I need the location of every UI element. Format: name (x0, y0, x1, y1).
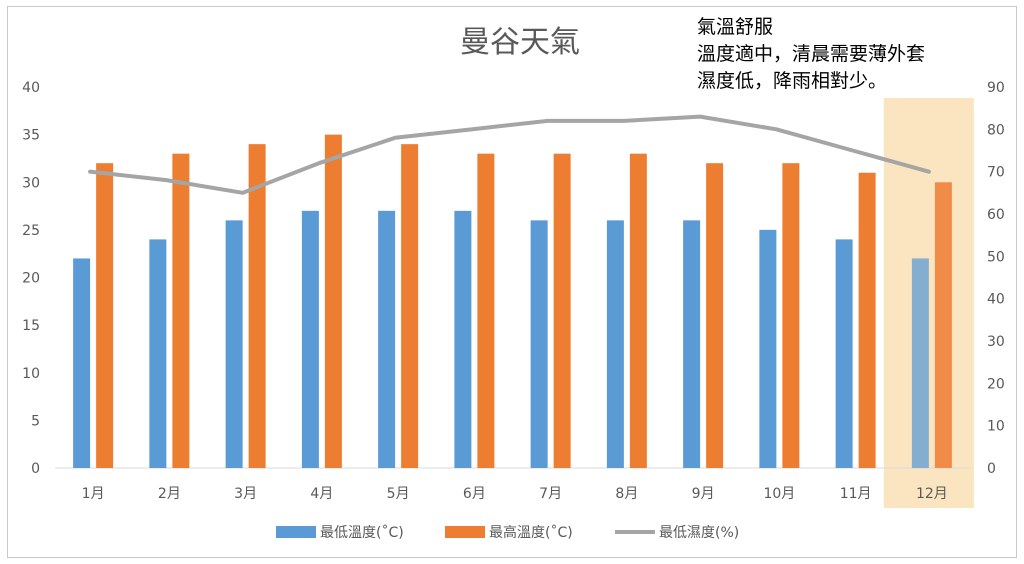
y-left-tick-label: 15 (22, 318, 40, 334)
legend-swatch-max-temp (445, 526, 485, 538)
bar-max-temp-5 (401, 144, 419, 468)
bar-max-temp-6 (477, 153, 495, 469)
y-right-tick-label: 20 (987, 376, 1005, 392)
legend-label-humidity: 最低濕度(%) (659, 525, 739, 541)
bar-min-temp-11 (835, 239, 853, 468)
y-right-tick-label: 10 (987, 419, 1005, 435)
x-tick-label: 5月 (387, 486, 410, 502)
bar-min-temp-10 (759, 229, 777, 468)
bar-max-temp-7 (553, 153, 571, 469)
bar-min-temp-7 (530, 220, 548, 468)
bar-min-temp-3 (225, 220, 243, 468)
bar-max-temp-11 (858, 172, 876, 468)
bar-min-temp-1 (73, 258, 91, 468)
y-right-tick-label: 0 (987, 461, 996, 477)
bar-max-temp-8 (629, 153, 647, 469)
legend-swatch-humidity (615, 530, 655, 534)
bar-min-temp-4 (301, 210, 319, 468)
bar-min-temp-2 (149, 239, 167, 468)
bar-max-temp-9 (706, 163, 724, 468)
x-tick-label: 3月 (234, 486, 257, 502)
bar-max-temp-2 (172, 153, 190, 469)
y-left-tick-label: 10 (22, 366, 40, 382)
y-right-tick-label: 70 (987, 165, 1005, 181)
y-left-tick-label: 25 (22, 223, 40, 239)
y-left-tick-label: 30 (22, 175, 40, 191)
x-tick-label: 11月 (840, 486, 872, 502)
y-axis-right: 0 10 20 30 40 50 60 70 80 90 (987, 80, 1005, 477)
x-tick-label: 9月 (692, 486, 715, 502)
y-axis-left: 0 5 10 15 20 25 30 35 40 (22, 80, 40, 477)
bar-min-temp-5 (378, 210, 396, 468)
y-left-tick-label: 35 (22, 128, 40, 144)
y-right-tick-label: 30 (987, 334, 1005, 350)
bars (73, 134, 952, 469)
bar-max-temp-10 (782, 163, 800, 468)
bar-min-temp-6 (454, 210, 472, 468)
y-right-tick-label: 40 (987, 292, 1005, 308)
bar-min-temp-8 (606, 220, 624, 468)
annotation-line-2: 溫度適中，清晨需要薄外套 (697, 43, 925, 65)
bar-max-temp-4 (324, 134, 342, 468)
x-tick-label: 12月 (916, 486, 948, 502)
bar-max-temp-1 (96, 163, 114, 468)
legend-swatch-min-temp (276, 526, 316, 538)
y-left-tick-label: 5 (31, 413, 40, 429)
annotation-line-3: 濕度低，降雨相對少。 (697, 70, 887, 92)
legend-label-max-temp: 最高溫度(˚C) (489, 524, 573, 541)
y-right-tick-label: 90 (987, 80, 1005, 96)
y-right-tick-label: 50 (987, 249, 1005, 265)
legend-label-min-temp: 最低溫度(˚C) (320, 524, 404, 541)
y-left-tick-label: 0 (31, 461, 40, 477)
x-tick-label: 4月 (310, 486, 333, 502)
y-right-tick-label: 80 (987, 122, 1005, 138)
bar-max-temp-12 (934, 182, 952, 468)
x-tick-label: 7月 (539, 486, 562, 502)
y-left-tick-label: 40 (22, 80, 40, 96)
legend: 最低溫度(˚C) 最高溫度(˚C) 最低濕度(%) (276, 524, 739, 541)
series-line-humidity (88, 114, 931, 195)
annotation: 氣溫舒服 溫度適中，清晨需要薄外套 濕度低，降雨相對少。 (697, 16, 925, 92)
x-tick-label: 6月 (463, 486, 486, 502)
bar-max-temp-3 (248, 144, 266, 468)
annotation-line-1: 氣溫舒服 (697, 16, 773, 38)
x-tick-label: 8月 (615, 486, 638, 502)
y-right-tick-label: 60 (987, 207, 1005, 223)
bar-min-temp-9 (683, 220, 701, 468)
x-tick-label: 1月 (82, 486, 105, 502)
chart-title: 曼谷天氣 (460, 25, 580, 60)
x-tick-label: 10月 (763, 486, 795, 502)
x-axis-labels: 1月 2月 3月 4月 5月 6月 7月 8月 9月 10月 11月 12月 (82, 486, 948, 502)
x-tick-label: 2月 (158, 486, 181, 502)
bar-min-temp-12 (911, 258, 929, 468)
y-left-tick-label: 20 (22, 271, 40, 287)
